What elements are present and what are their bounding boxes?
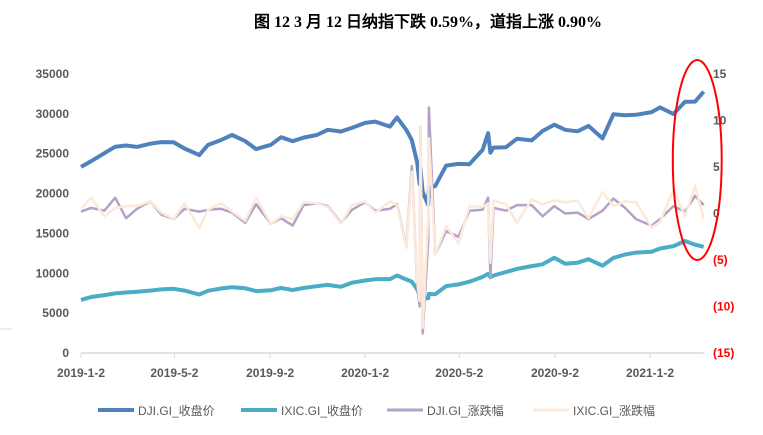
y-right-tick-label: 0 <box>713 207 720 221</box>
y-left-tick-label: 5000 <box>42 306 69 320</box>
x-tick-label: 2020-1-2 <box>341 366 389 380</box>
series-group <box>80 90 706 335</box>
y-left-tick-label: 30000 <box>36 107 70 121</box>
y-right-tick-label: 15 <box>713 67 727 81</box>
x-tick-label: 2019-9-2 <box>246 366 294 380</box>
x-tick-label: 2020-9-2 <box>531 366 579 380</box>
legend-label: IXIC.GI_收盘价 <box>281 403 363 418</box>
y-left-tick-label: 15000 <box>36 226 70 240</box>
y-right-tick-label: (15) <box>713 346 734 360</box>
x-tick-label: 2019-1-2 <box>57 366 105 380</box>
legend-label: IXIC.GI_涨跌幅 <box>573 403 655 418</box>
y-left-tick-label: 10000 <box>36 266 70 280</box>
series-line-1 <box>80 90 706 207</box>
axes: 0 5000 10000 15000 20000 25000 30000 35000 (15) (… <box>0 67 734 380</box>
x-tick-label: 2019-5-2 <box>150 366 198 380</box>
x-tick-label: 2021-1-2 <box>626 366 674 380</box>
series-line-2 <box>80 239 705 302</box>
chart-title: 图 12 3 月 12 日纳指下跌 0.59%，道指上涨 0.90% <box>254 12 602 31</box>
y-right-tick-label: (5) <box>713 253 728 267</box>
x-tick-label: 2020-5-2 <box>435 366 483 380</box>
annotation-group <box>671 59 723 261</box>
legend-label: DJI.GI_收盘价 <box>138 403 215 418</box>
y-left-tick-label: 0 <box>62 346 69 360</box>
legend-label: DJI.GI_涨跌幅 <box>427 403 504 418</box>
y-right-tick-label: 5 <box>713 160 720 174</box>
legend: DJI.GI_收盘价 IXIC.GI_收盘价 DJI.GI_涨跌幅 IXIC.GI_涨… <box>98 403 655 418</box>
y-left-tick-label: 35000 <box>36 67 70 81</box>
y-left-tick-label: 20000 <box>36 187 70 201</box>
annotation-ellipse <box>671 59 723 261</box>
y-right-tick-label: (10) <box>713 300 734 314</box>
y-left-tick-label: 25000 <box>36 147 70 161</box>
series-line-4 <box>80 124 705 330</box>
